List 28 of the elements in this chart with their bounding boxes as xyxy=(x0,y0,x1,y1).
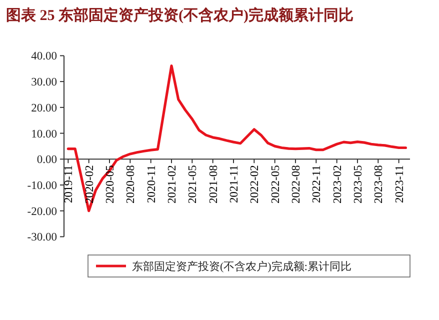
x-tick-label: 2022-05 xyxy=(270,164,282,204)
x-tick-label: 2021-08 xyxy=(208,164,220,204)
legend-label: 东部固定资产投资(不含农户)完成额:累计同比 xyxy=(132,260,352,273)
x-tick-label: 2023-02 xyxy=(332,164,344,204)
x-tick-label: 2023-11 xyxy=(394,164,406,204)
x-tick-label: 2020-08 xyxy=(125,164,138,204)
y-tick-label: 0.00 xyxy=(36,154,58,166)
legend: 东部固定资产投资(不含农户)完成额:累计同比 xyxy=(88,254,410,278)
y-tick-label: -20.00 xyxy=(27,206,58,218)
x-tick-label: 2023-05 xyxy=(352,164,364,204)
x-tick-label: 2020-11 xyxy=(146,164,158,204)
y-tick-label: 20.00 xyxy=(31,102,58,114)
x-tick-label: 2019-11 xyxy=(63,164,76,204)
x-tick-label: 2021-02 xyxy=(166,164,178,204)
y-tick-label: 30.00 xyxy=(31,76,58,89)
y-tick-label: -30.00 xyxy=(27,232,58,244)
x-tick-label: 2020-05 xyxy=(104,164,116,204)
x-tick-label: 2022-02 xyxy=(249,164,262,204)
y-tick-label: -10.00 xyxy=(27,180,58,192)
x-tick-label: 2022-11 xyxy=(311,164,324,204)
x-tick-label: 2020-02 xyxy=(84,164,96,204)
x-tick-label: 2021-05 xyxy=(187,164,200,204)
title: 图表 25 东部固定资产投资(不含农户)完成额累计同比 xyxy=(6,8,354,24)
y-tick-label: 10.00 xyxy=(31,128,58,140)
x-tick-label: 2023-08 xyxy=(373,164,386,204)
x-tick-label: 2022-08 xyxy=(290,164,302,204)
x-tick-label: 2021-11 xyxy=(228,164,240,204)
y-tick-label: 40.00 xyxy=(31,50,58,63)
